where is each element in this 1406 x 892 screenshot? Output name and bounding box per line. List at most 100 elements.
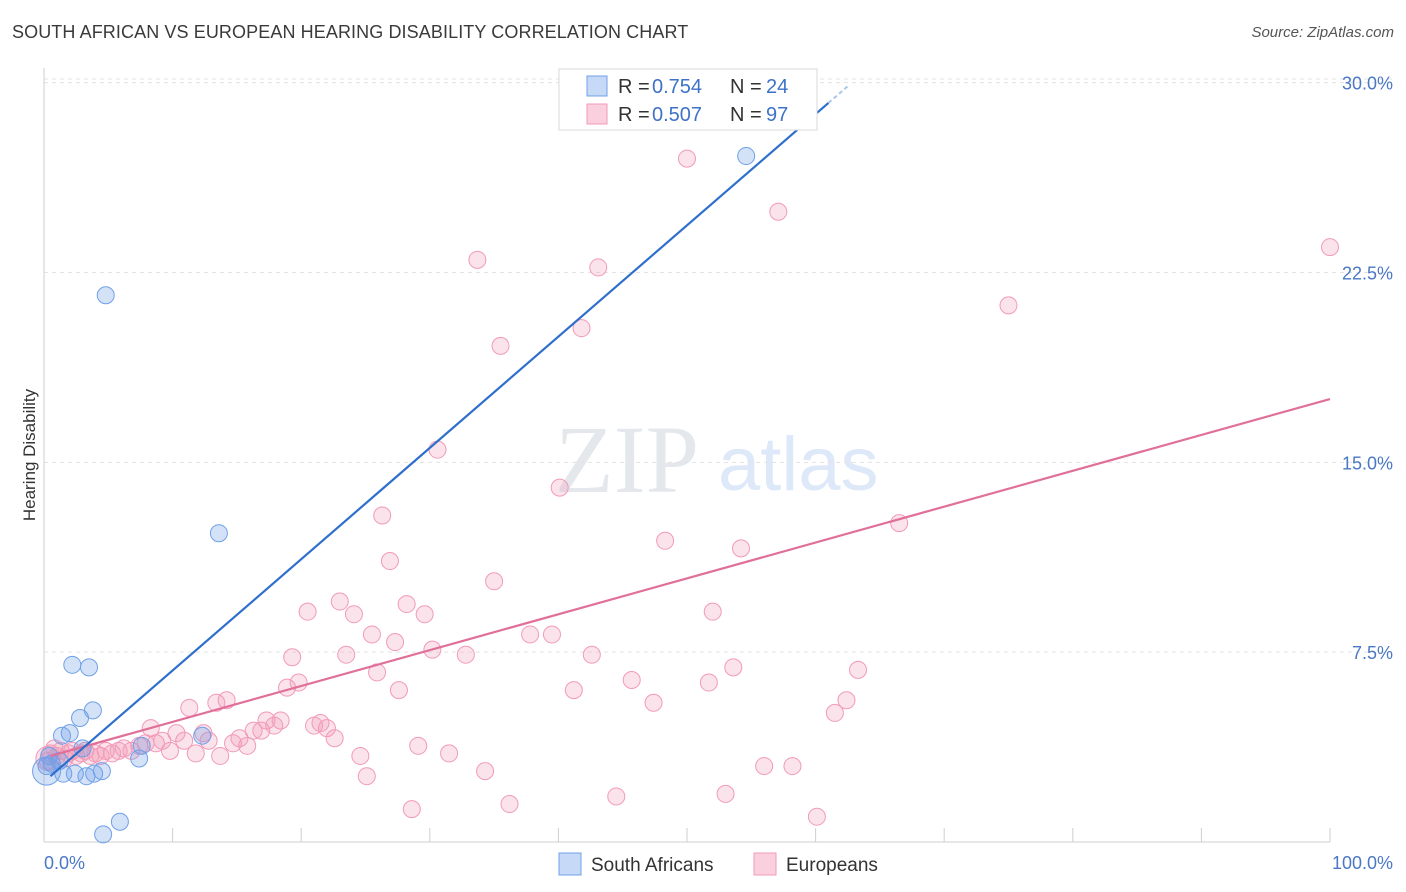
south-africans-point-20 [193,726,212,745]
europeans-point-95 [825,703,844,722]
legend-eu-r-label: R = [618,104,650,126]
south-africans-point-19 [132,736,151,755]
europeans-point-54 [357,767,376,786]
europeans-point-89 [724,658,743,677]
legend-eu-r-value: 0.507 [652,104,702,126]
europeans-point-79 [582,645,601,664]
europeans-point-45 [298,602,317,621]
europeans-point-28 [186,744,205,763]
europeans-point-59 [386,633,405,652]
europeans-point-84 [656,531,675,550]
south-africans-point-5 [60,724,79,743]
europeans-point-53 [351,746,370,765]
chart-title: SOUTH AFRICAN VS EUROPEAN HEARING DISABI… [12,22,689,42]
europeans-point-31 [207,693,226,712]
europeans-point-48 [317,719,336,738]
europeans-point-35 [230,729,249,748]
europeans-point-62 [402,800,421,819]
south-africans-point-cluster [32,756,62,786]
legend-eu-n-value: 97 [766,104,788,126]
bottom-legend-europeans: Europeans [786,855,878,876]
europeans-point-76 [550,478,569,497]
europeans-point-85 [678,149,696,168]
europeans-point-27 [180,698,199,717]
europeans-point-94 [807,807,826,826]
europeans-point-37 [244,721,263,740]
europeans-point-70 [476,762,495,781]
chart-source: Source: ZipAtlas.com [1251,24,1394,41]
y-tick-label-1: 15.0% [1342,453,1393,473]
south-africans-point-16 [96,286,115,305]
x-tick-label-0: 0.0% [44,853,85,873]
europeans-point-92 [769,202,788,221]
watermark: ZIP atlas [555,406,879,513]
europeans-point-63 [409,736,428,755]
europeans-point-86 [699,673,718,692]
south-africans-point-0 [40,746,59,765]
europeans-point-24 [161,741,180,760]
legend-swatch-europeans [586,103,608,125]
europeans-point-36 [238,736,257,755]
legend-sa-r-label: R = [618,76,650,98]
europeans-point-49 [325,729,344,748]
europeans-point-68 [456,645,475,664]
europeans-point-69 [468,250,487,269]
y-axis-label: Hearing Disability [20,388,39,521]
europeans-point-83 [644,693,663,712]
legend-sa-r-value: 0.754 [652,76,702,98]
legend-eu-n-label: N = [730,104,762,126]
south-africans-point-15 [94,825,113,844]
legend-sa-n-label: N = [730,76,762,98]
south-africans-point-7 [65,764,84,783]
europeans-point-23 [153,731,172,750]
europeans-point-67 [440,744,459,763]
europeans-point-74 [521,625,540,644]
south-africans-point-21 [209,524,228,543]
bottom-legend-south-africans: South Africans [591,855,714,876]
axes [43,68,1331,843]
legend-bottom: South Africans Europeans [558,852,878,876]
europeans-point-55 [362,625,381,644]
europeans-point-91 [755,757,774,776]
south-africans-point-12 [83,701,102,720]
watermark-zip: ZIP [555,406,699,513]
y-tick-label-3: 30.0% [1342,74,1393,94]
europeans-point-96 [837,691,856,710]
europeans-point-88 [716,784,735,803]
europeans-point-58 [380,552,399,571]
south-africans-trend-line [49,102,830,778]
europeans-point-25 [167,724,186,743]
y-tick-label-0: 7.5% [1352,643,1393,663]
europeans-point-41 [271,711,290,730]
legend-swatch-south-africans [586,75,608,97]
europeans-point-73 [500,795,519,814]
legend-top: R = 0.754 N = 24 R = 0.507 N = 97 [558,68,818,131]
grid-lines [44,78,1392,653]
europeans-point-51 [337,645,356,664]
europeans-point-99 [999,296,1018,315]
europeans-trend-line [50,397,1331,758]
europeans-point-87 [703,602,722,621]
legend-sa-n-value: 24 [766,76,788,98]
south-africans-trend-extension [827,85,849,104]
europeans-point-64 [415,605,434,624]
europeans-point-61 [397,595,416,614]
europeans-point-75 [542,625,561,644]
europeans-point-90 [732,539,751,558]
europeans-point-32 [211,746,230,765]
europeans-point-71 [485,572,504,591]
south-africans-point-11 [80,658,99,677]
europeans-point-60 [389,681,408,700]
europeans-point-13 [91,746,110,765]
europeans-point-93 [783,757,802,776]
y-tick-label-2: 22.5% [1342,263,1393,283]
watermark-atlas: atlas [718,422,879,507]
x-tick-label-1: 100.0% [1332,853,1393,873]
bottom-legend-swatch-europeans [753,852,777,876]
south-africans-point-22 [737,147,756,166]
south-africans-point-6 [63,655,82,674]
south-africans-point-17 [110,812,129,831]
trend-lines [49,85,1331,778]
europeans-point-26 [175,731,194,750]
